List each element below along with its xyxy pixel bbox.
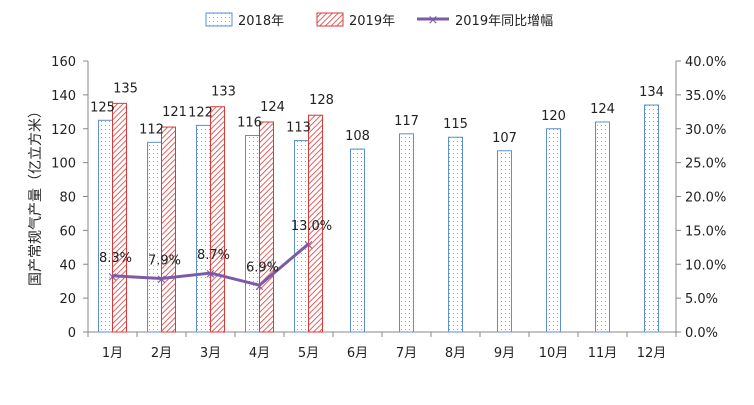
- y2-tick-label: 15.0%: [685, 224, 726, 239]
- legend-label-growth: 2019年同比增幅: [455, 14, 553, 29]
- data-label-2018: 115: [443, 117, 468, 132]
- bar-2018: [147, 141, 162, 333]
- x-tick-label: 7月: [396, 346, 417, 361]
- y-tick-label: 80: [59, 191, 76, 206]
- data-label-2019: 121: [162, 105, 187, 120]
- y2-tick-label: 40.0%: [685, 55, 726, 70]
- y-tick-label: 0: [68, 326, 76, 341]
- x-tick-label: 6月: [347, 346, 368, 361]
- data-label-2018: 113: [286, 121, 311, 136]
- data-label-growth: 13.0%: [291, 219, 332, 234]
- legend: 2018年 2019年 × 2019年同比增幅: [205, 12, 553, 29]
- legend-swatch-2019: [316, 12, 344, 27]
- bars: [98, 102, 659, 333]
- bar-2018: [294, 140, 309, 333]
- x-tick-label: 10月: [539, 346, 569, 361]
- x-tick-label: 9月: [494, 346, 515, 361]
- x-tick-label: 11月: [588, 346, 618, 361]
- bar-2018: [98, 119, 113, 333]
- growth-point: ×: [303, 238, 314, 253]
- y2-tick-label: 35.0%: [685, 89, 726, 104]
- legend-label-2018: 2018年: [238, 14, 284, 29]
- data-label-growth: 8.3%: [99, 251, 132, 266]
- data-label-2018: 120: [541, 109, 566, 124]
- data-label-2018: 125: [90, 100, 115, 115]
- axes: 0 20 40 60 80 100 120 140 160 0.0% 5.0% 10.0% 15.0% 2…: [51, 55, 726, 361]
- y-tick-label: 140: [51, 89, 76, 104]
- growth-point: ×: [254, 279, 265, 294]
- data-label-2019: 133: [211, 85, 236, 100]
- data-label-growth: 8.7%: [197, 248, 230, 263]
- y-tick-label: 100: [51, 157, 76, 172]
- growth-point: ×: [156, 272, 167, 287]
- legend-swatch-2018: [205, 12, 233, 27]
- y2-tick-label: 5.0%: [685, 292, 718, 307]
- data-label-2018: 107: [492, 131, 517, 146]
- data-label-2019: 124: [260, 100, 285, 115]
- legend-label-2019: 2019年: [349, 14, 395, 29]
- y2-tick-label: 25.0%: [685, 157, 726, 172]
- x-tick-label: 8月: [445, 346, 466, 361]
- growth-line: × × × × ×: [107, 238, 314, 294]
- data-label-growth: 6.9%: [246, 260, 279, 275]
- bar-2018: [497, 150, 512, 333]
- x-tick-label: 3月: [200, 346, 221, 361]
- bar-2019: [161, 126, 176, 333]
- bar-2018: [350, 148, 365, 333]
- bar-2018: [399, 133, 414, 333]
- y-tick-label: 120: [51, 123, 76, 138]
- data-label-2018: 112: [139, 122, 164, 137]
- data-label-2018: 117: [394, 114, 419, 129]
- data-label-2019: 135: [113, 81, 138, 96]
- x-tick-label: 4月: [249, 346, 270, 361]
- y-tick-label: 20: [59, 292, 76, 307]
- x-tick-label: 12月: [637, 346, 667, 361]
- growth-line-path: [112, 242, 310, 287]
- growth-point: ×: [107, 270, 118, 285]
- data-label-growth: 7.9%: [148, 253, 181, 268]
- y2-tick-label: 30.0%: [685, 123, 726, 138]
- data-label-2018: 122: [188, 105, 213, 120]
- x-tick-label: 2月: [151, 346, 172, 361]
- y-tick-label: 160: [51, 55, 76, 70]
- bar-2018: [448, 136, 463, 333]
- bar-2018: [196, 124, 211, 333]
- data-label-2019: 128: [309, 93, 334, 108]
- x-tick-label: 1月: [102, 346, 123, 361]
- x-tick-label: 5月: [298, 346, 319, 361]
- y-axis-title: 国产常规气产量（亿立方米）: [28, 104, 44, 286]
- legend-item-2019: 2019年: [316, 12, 395, 29]
- bar-2019: [259, 121, 274, 333]
- y-tick-label: 40: [59, 258, 76, 273]
- legend-marker-growth: ×: [428, 13, 439, 28]
- bar-2018: [245, 135, 260, 333]
- y-tick-label: 60: [59, 224, 76, 239]
- data-label-2018: 134: [639, 85, 664, 100]
- y2-tick-label: 0.0%: [685, 326, 718, 341]
- bar-2018: [644, 104, 659, 333]
- bar-2019: [308, 114, 323, 333]
- data-label-2018: 124: [590, 102, 615, 117]
- legend-item-2018: 2018年: [205, 12, 284, 29]
- y2-tick-label: 20.0%: [685, 191, 726, 206]
- y2-tick-label: 10.0%: [685, 258, 726, 273]
- bar-2018: [595, 121, 610, 333]
- data-label-2018: 116: [237, 116, 262, 131]
- bar-2019: [210, 106, 225, 333]
- data-label-2018: 108: [345, 129, 370, 144]
- bar-2019: [112, 102, 127, 333]
- bar-2018: [546, 128, 561, 333]
- growth-point: ×: [205, 267, 216, 282]
- legend-item-growth: × 2019年同比增幅: [417, 13, 553, 29]
